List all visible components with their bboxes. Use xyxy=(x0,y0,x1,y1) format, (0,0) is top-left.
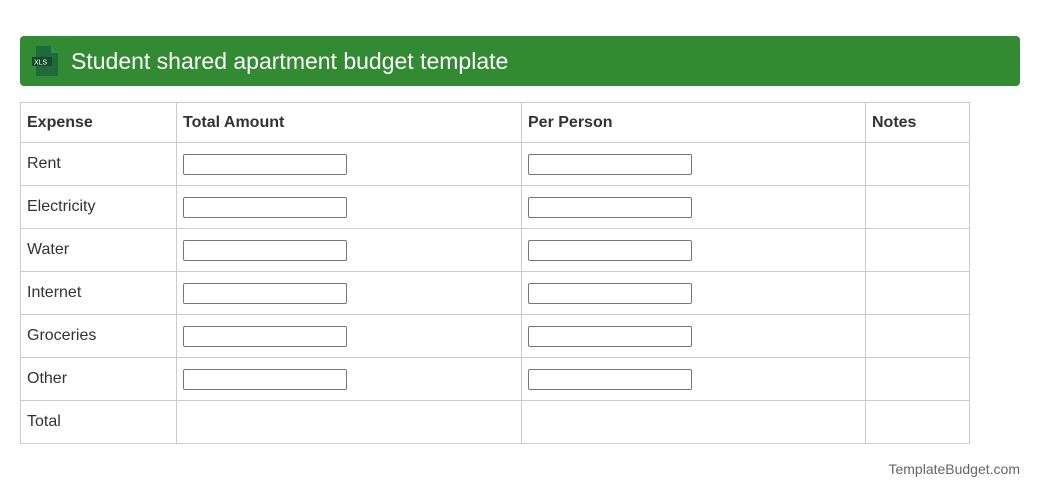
expense-label: Other xyxy=(20,357,177,401)
column-header: Per Person xyxy=(521,102,866,143)
column-header: Notes xyxy=(865,102,970,143)
per-person-input[interactable] xyxy=(528,196,692,218)
budget-table: Expense Total Amount Per Person Notes Re… xyxy=(20,102,970,444)
table-row: Internet xyxy=(20,271,970,315)
table-row: Groceries xyxy=(20,314,970,358)
expense-label: Water xyxy=(20,228,177,272)
per-person-input[interactable] xyxy=(528,325,692,347)
per-person-input[interactable] xyxy=(528,239,692,261)
total-amount-input[interactable] xyxy=(183,153,347,175)
column-header: Expense xyxy=(20,102,177,143)
notes-cell[interactable] xyxy=(865,142,970,186)
per-person-input[interactable] xyxy=(528,368,692,390)
table-header-row: Expense Total Amount Per Person Notes xyxy=(20,102,970,143)
notes-cell[interactable] xyxy=(865,228,970,272)
table-row: Electricity xyxy=(20,185,970,229)
notes-cell[interactable] xyxy=(865,314,970,358)
expense-label: Internet xyxy=(20,271,177,315)
notes-cell[interactable] xyxy=(865,185,970,229)
table-row: Rent xyxy=(20,142,970,186)
table-row: Other xyxy=(20,357,970,401)
header-bar: XLS Student shared apartment budget temp… xyxy=(20,36,1020,86)
page-title: Student shared apartment budget template xyxy=(71,48,509,74)
total-amount-input[interactable] xyxy=(183,282,347,304)
total-label: Total xyxy=(20,400,177,444)
xls-file-icon: XLS xyxy=(32,46,58,76)
footer-brand[interactable]: TemplateBudget.com xyxy=(888,461,1020,477)
column-header: Total Amount xyxy=(176,102,522,143)
total-amount-input[interactable] xyxy=(183,325,347,347)
notes-cell[interactable] xyxy=(865,271,970,315)
notes-cell[interactable] xyxy=(865,357,970,401)
per-person-input[interactable] xyxy=(528,153,692,175)
expense-label: Groceries xyxy=(20,314,177,358)
svg-text:XLS: XLS xyxy=(34,60,48,67)
total-amount-input[interactable] xyxy=(183,368,347,390)
total-amount-input[interactable] xyxy=(183,196,347,218)
total-row: Total xyxy=(20,400,970,444)
total-amount-input[interactable] xyxy=(183,239,347,261)
expense-label: Rent xyxy=(20,142,177,186)
expense-label: Electricity xyxy=(20,185,177,229)
table-row: Water xyxy=(20,228,970,272)
per-person-input[interactable] xyxy=(528,282,692,304)
